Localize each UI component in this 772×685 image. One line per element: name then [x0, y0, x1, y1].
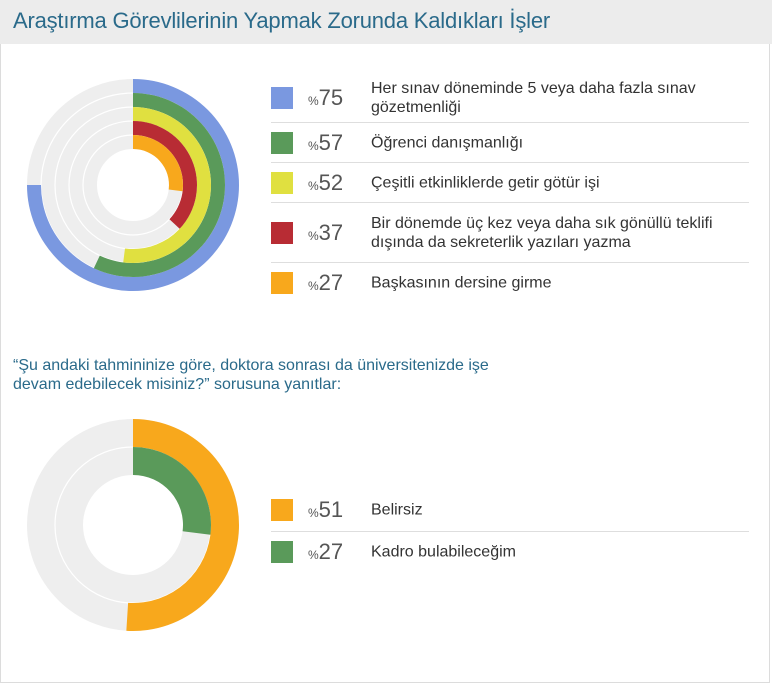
- survey-question: “Şu andaki tahmininize göre, doktora son…: [13, 357, 489, 393]
- legend-swatch: [271, 541, 293, 563]
- legend-percent: %75: [308, 84, 344, 110]
- legend-label: Çeşitli etkinliklerde getir götür işi: [371, 174, 600, 191]
- task-rings-chart: [27, 79, 239, 291]
- legend-label: Belirsiz: [371, 501, 423, 518]
- legend-item: %51 Belirsiz: [271, 488, 749, 532]
- legend-item: %27 Başkasının dersine girme: [271, 263, 749, 303]
- ring-arc: [133, 135, 183, 192]
- legend-label: Bir dönemde üç kez veya daha sık gönüllü…: [371, 214, 713, 251]
- legend-swatch: [271, 86, 293, 109]
- legend-item: %75 Her sınav döneminde 5 veya daha fazl…: [271, 73, 749, 123]
- ring-arc: [133, 121, 197, 229]
- legend-item: %27 Kadro bulabileceğim: [271, 532, 749, 572]
- legend-swatch: [271, 498, 293, 521]
- legend-swatch: [271, 171, 293, 194]
- task-legend: %75 Her sınav döneminde 5 veya daha fazl…: [271, 73, 749, 303]
- legend-percent: %27: [308, 539, 344, 564]
- page-title: Araştırma Görevlilerinin Yapmak Zorunda …: [13, 8, 550, 33]
- legend-percent: %57: [308, 129, 344, 155]
- ring-arc: [123, 107, 211, 263]
- outlook-rings-chart: [27, 419, 239, 631]
- legend-percent: %52: [308, 169, 344, 195]
- ring-arc: [133, 447, 211, 535]
- ring-arc: [126, 419, 239, 631]
- title-bar: Araştırma Görevlilerinin Yapmak Zorunda …: [0, 0, 772, 44]
- legend-percent: %51: [308, 496, 344, 522]
- legend-percent: %37: [308, 219, 344, 245]
- legend-label: Öğrenci danışmanlığı: [371, 134, 524, 151]
- legend-swatch: [271, 131, 293, 154]
- legend-item: %37 Bir dönemde üç kez veya daha sık gön…: [271, 203, 749, 263]
- legend-label: Kadro bulabileceğim: [371, 543, 516, 561]
- legend-item: %52 Çeşitli etkinliklerde getir götür iş…: [271, 163, 749, 203]
- legend-swatch: [271, 272, 293, 294]
- legend-item: %57 Öğrenci danışmanlığı: [271, 123, 749, 163]
- outlook-legend: %51 Belirsiz %27 Kadro bulabileceğim: [271, 488, 749, 568]
- legend-swatch: [271, 221, 293, 244]
- legend-percent: %27: [308, 270, 344, 295]
- ring-arc: [93, 93, 225, 277]
- legend-label: Her sınav döneminde 5 veya daha fazla sı…: [371, 79, 696, 116]
- legend-label: Başkasının dersine girme: [371, 274, 552, 292]
